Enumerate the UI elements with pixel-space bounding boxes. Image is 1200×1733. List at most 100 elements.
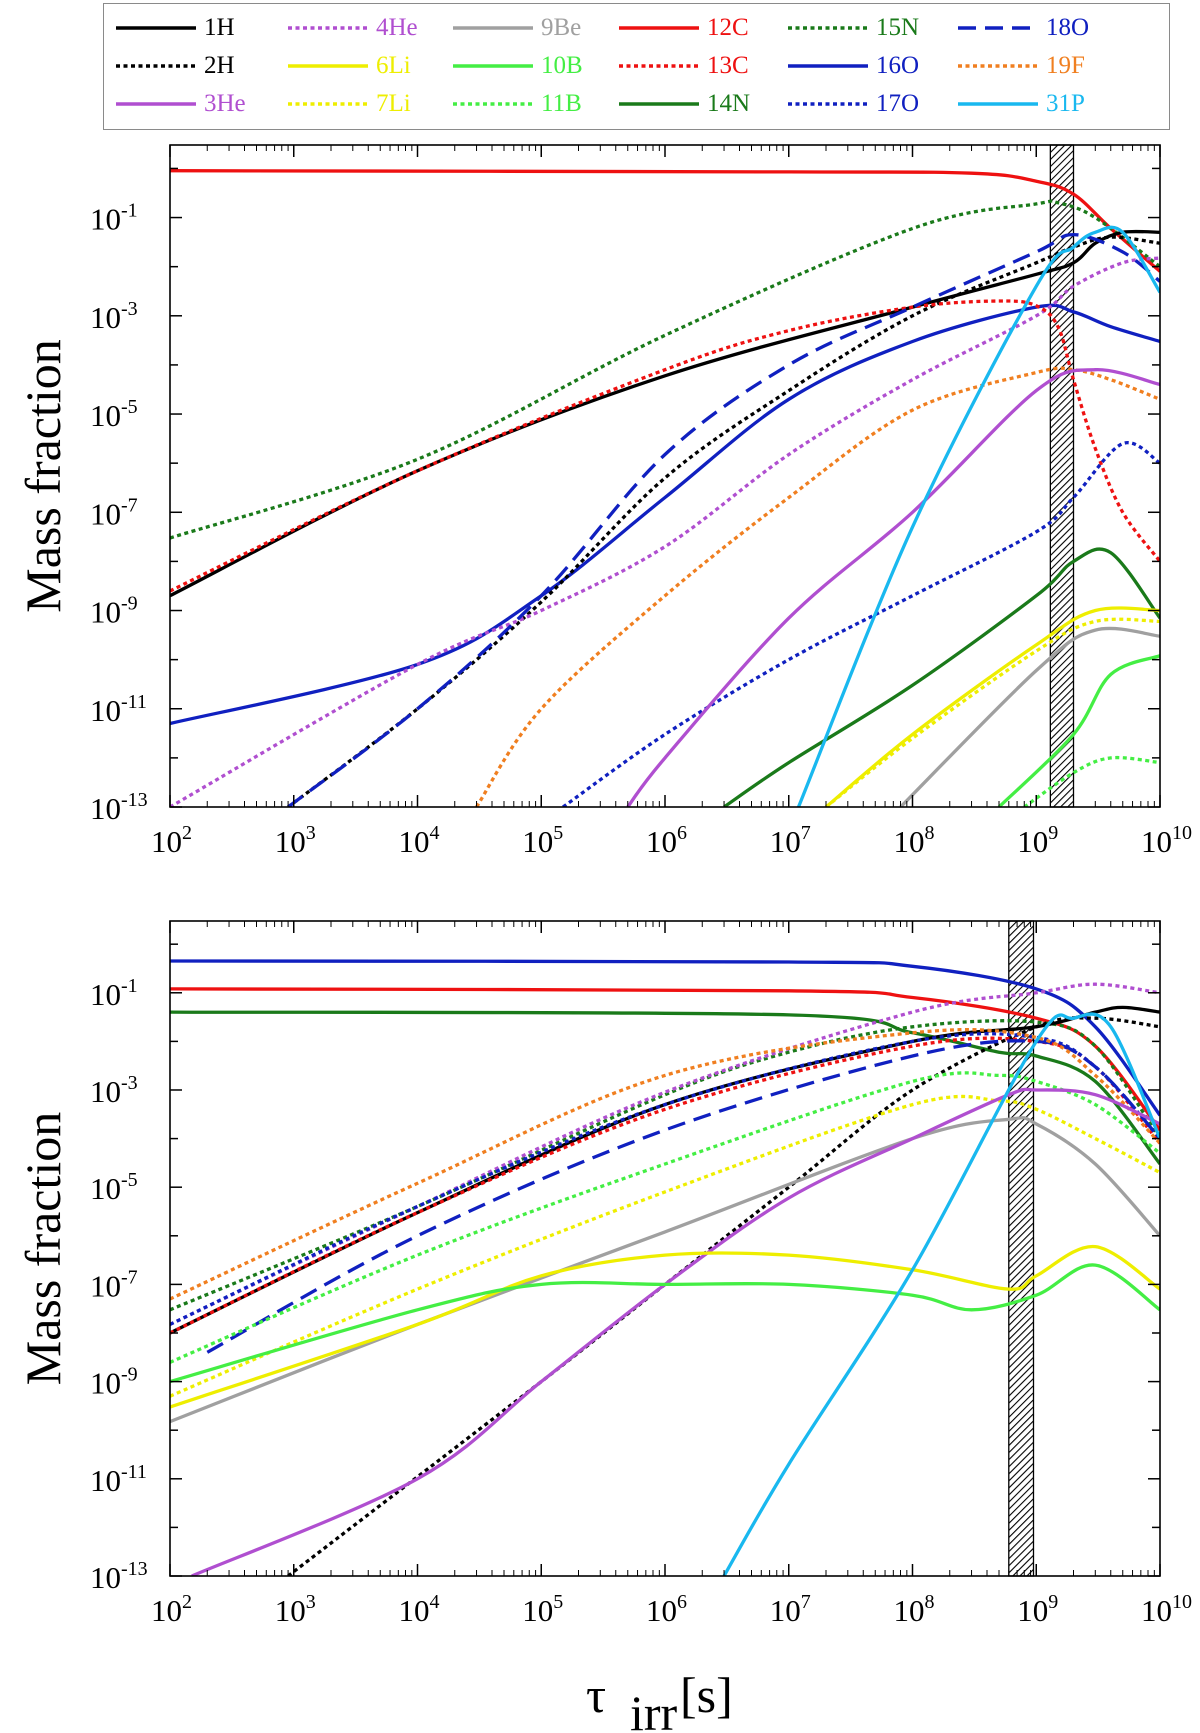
series-line-6li [824,606,1160,807]
x-tick-base: 10 [646,1593,677,1628]
x-tick-exponent: 3 [306,822,316,844]
x-tick-exponent: 7 [801,1591,811,1613]
x-tick-exponent: 2 [182,1591,192,1613]
legend-swatch [788,102,868,106]
series-line-16o [170,303,1160,726]
series-line-17o [562,441,1160,807]
x-tick-label: 109 [1017,1591,1058,1628]
series-line-10b [170,1263,1160,1384]
y-tick-base: 10 [90,1171,121,1206]
legend-swatch [116,26,196,30]
legend-label: 13C [707,52,749,79]
y-tick-base: 10 [90,1074,121,1109]
x-tick-label: 105 [522,822,563,859]
series-line-16o [170,959,1160,1117]
y-tick-base: 10 [90,1268,121,1303]
series-group [170,959,1160,1576]
legend-swatch [288,64,368,68]
y-tick-label: 10-13 [90,789,148,826]
series-line-1h [170,229,1160,598]
legend-label: 7Li [376,90,411,117]
y-tick-exponent: -7 [121,494,138,516]
y-tick-label: 10-9 [90,593,138,630]
x-tick-base: 10 [1141,824,1172,859]
y-tick-label: 10-5 [90,396,138,433]
x-tick-base: 10 [275,824,306,859]
y-tick-exponent: -13 [121,1558,148,1580]
y-tick-base: 10 [90,202,121,237]
y-tick-base: 10 [90,300,121,335]
legend-label: 3He [204,90,246,117]
legend-label: 12C [707,14,749,41]
series-line-31p [722,1012,1160,1576]
x-tick-label: 108 [894,1591,935,1628]
legend-label: 31P [1046,90,1085,117]
x-tick-exponent: 8 [925,1591,935,1613]
x-tick-base: 10 [894,824,925,859]
x-tick-label: 103 [275,822,316,859]
x-tick-base: 10 [770,824,801,859]
y-tick-label: 10-13 [90,1558,148,1595]
y-tick-label: 10-11 [90,1461,147,1498]
y-tick-exponent: -7 [121,1266,138,1288]
series-line-2h [287,1016,1160,1576]
x-tick-label: 1010 [1141,1591,1192,1628]
series-line-17o [170,1032,1160,1326]
x-tick-label: 103 [275,1591,316,1628]
y-tick-base: 10 [90,977,121,1012]
bottom-panel: 102 103 104 105 106 107 108 109 101010-110-310-5… [15,920,1192,1628]
x-tick-label: 104 [399,822,440,859]
legend-label: 9Be [541,14,582,41]
y-tick-label: 10-1 [90,200,138,237]
series-line-12c [170,987,1160,1132]
x-tick-base: 10 [770,1593,801,1628]
x-tick-exponent: 6 [677,1591,687,1613]
legend-label: 17O [876,90,920,117]
legend-label: 2H [204,52,235,79]
x-tick-label: 104 [399,1591,440,1628]
series-line-2h [287,235,1160,807]
y-tick-exponent: -5 [121,396,138,418]
x-tick-label: 1010 [1141,822,1192,859]
x-tick-base: 10 [894,1593,925,1628]
series-line-7li [170,1094,1160,1398]
x-tick-exponent: 6 [677,822,687,844]
legend-swatch [958,26,1038,30]
y-axis-title: Mass fraction [15,1112,71,1386]
legend-swatch [288,26,368,30]
legend-label: 1H [204,14,235,41]
series-line-18o [287,232,1160,807]
legend-label: 10B [541,52,583,79]
legend-label: 16O [876,52,920,79]
top-panel: 102 103 104 105 106 107 108 109 101010-110-310-5… [15,144,1192,859]
x-axis-title: τ irr [s] [586,1667,733,1733]
legend-label: 11B [541,90,582,117]
x-tick-base: 10 [646,824,677,859]
x-tick-exponent: 9 [1048,1591,1058,1613]
x-tick-exponent: 3 [306,1591,316,1613]
y-tick-exponent: -1 [121,200,138,222]
y-tick-exponent: -9 [121,593,138,615]
y-tick-base: 10 [90,595,121,630]
series-line-3he [191,1087,1160,1576]
legend-swatch [453,64,533,68]
series-line-14n [723,547,1160,807]
y-tick-exponent: -1 [121,975,138,997]
x-tick-exponent: 4 [430,1591,440,1613]
y-tick-exponent: -5 [121,1169,138,1191]
x-tick-label: 102 [151,822,192,859]
y-tick-exponent: -11 [121,1461,147,1483]
legend-label: 4He [376,14,418,41]
x-tick-exponent: 5 [553,822,563,844]
y-tick-base: 10 [90,398,121,433]
legend-swatch [453,102,533,106]
series-line-6li [170,1244,1160,1409]
y-tick-label: 10-7 [90,1266,138,1303]
x-tick-exponent: 10 [1172,822,1192,844]
series-line-12c [170,169,1160,273]
x-tick-label: 108 [894,822,935,859]
y-axis-title: Mass fraction [15,339,71,613]
x-tick-base: 10 [151,1593,182,1628]
legend-label: 14N [707,90,751,117]
x-axis-title-unit: [s] [680,1667,733,1723]
